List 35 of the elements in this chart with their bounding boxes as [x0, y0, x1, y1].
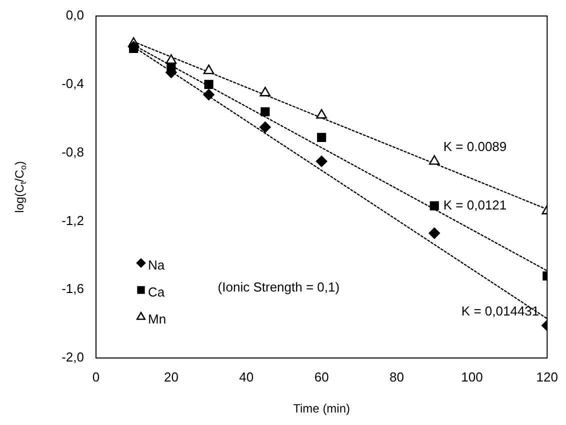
- x-tick-label: 100: [461, 369, 483, 384]
- x-tick-label: 0: [92, 369, 100, 384]
- point: [260, 107, 270, 116]
- legend-label: Ca: [148, 284, 166, 300]
- point: [430, 201, 439, 210]
- point: [316, 156, 328, 167]
- legend-label: Mn: [148, 312, 166, 327]
- x-tick-label: 20: [164, 369, 178, 384]
- y-tick-label: -0,8: [62, 144, 84, 160]
- y-tick-label: -2,0: [62, 350, 84, 365]
- y-tick-label: -1,2: [62, 212, 84, 228]
- annotation: K = 0,014431: [461, 303, 540, 318]
- annotation: K = 0.0089: [443, 139, 507, 154]
- point: [203, 89, 214, 100]
- point: [260, 86, 271, 96]
- y-tick-label: -1,6: [62, 281, 84, 296]
- x-tick-label: 80: [390, 369, 404, 384]
- annotation: (Ionic Strength = 0,1): [218, 279, 340, 294]
- point: [260, 122, 271, 133]
- point: [316, 109, 327, 119]
- x-tick-label: 60: [314, 369, 329, 384]
- x-tick-label: 40: [239, 369, 254, 384]
- y-tick-label: 0,0: [66, 8, 84, 23]
- y-tick-label: -0,4: [62, 76, 84, 91]
- x-tick-label: 120: [536, 369, 558, 384]
- point: [428, 228, 440, 239]
- legend-label: Na: [148, 258, 166, 273]
- point: [166, 54, 177, 64]
- point: [204, 80, 214, 89]
- annotation: K = 0,0121: [443, 197, 507, 212]
- point: [428, 155, 440, 165]
- x-axis-title: Time (min): [293, 401, 350, 416]
- point: [317, 132, 326, 142]
- point: [203, 64, 214, 74]
- y-axis-title: log(Ct/Co): [12, 161, 28, 213]
